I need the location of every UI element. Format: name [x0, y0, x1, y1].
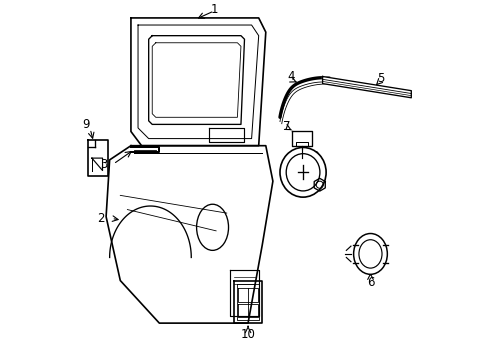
Text: 8: 8	[310, 150, 318, 163]
Text: 7: 7	[282, 120, 289, 133]
Polygon shape	[322, 76, 410, 98]
Text: 6: 6	[366, 276, 373, 289]
Ellipse shape	[280, 148, 325, 197]
Text: 9: 9	[81, 118, 89, 131]
Text: 2: 2	[97, 212, 104, 225]
Ellipse shape	[353, 234, 386, 274]
Text: 10: 10	[240, 328, 255, 341]
Text: 4: 4	[286, 70, 294, 83]
Text: 1: 1	[210, 3, 218, 15]
Text: 3: 3	[101, 158, 108, 171]
Text: 5: 5	[377, 72, 384, 85]
